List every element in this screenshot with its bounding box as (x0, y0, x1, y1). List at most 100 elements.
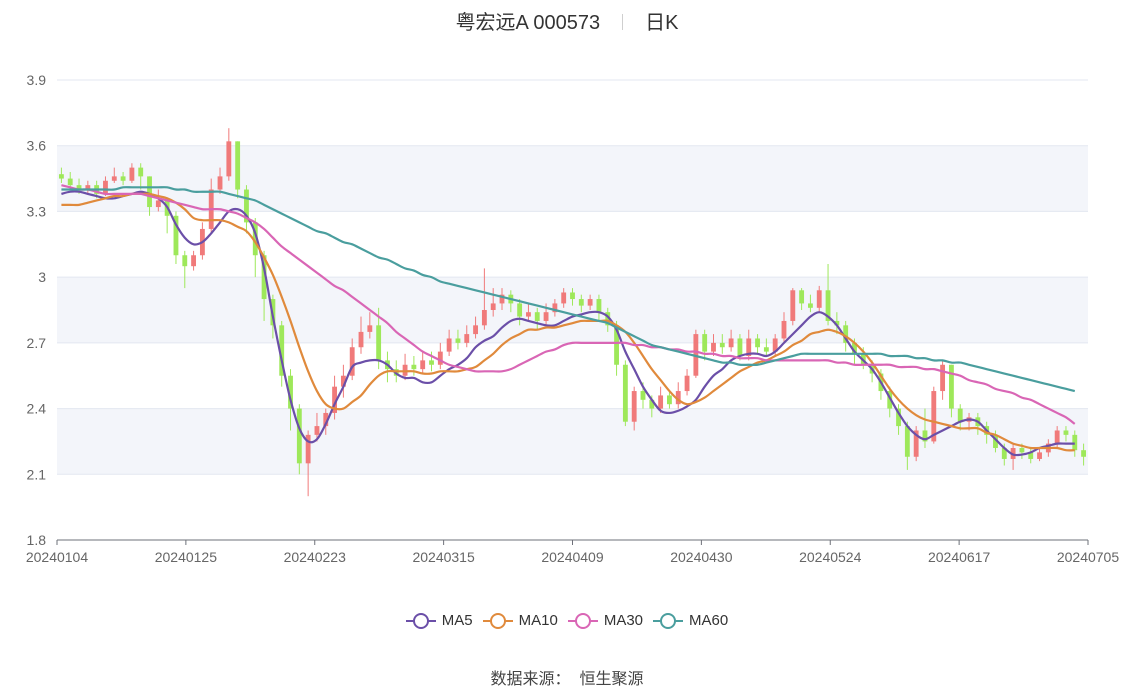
y-tick-label: 2.4 (27, 401, 47, 417)
candle-body (1001, 448, 1007, 459)
candle-body (825, 290, 831, 321)
x-tick-label: 20240705 (1057, 549, 1120, 565)
candle-body (570, 292, 575, 300)
candle-body (314, 426, 320, 435)
candle-body (473, 325, 478, 335)
x-tick-label: 20240409 (541, 549, 604, 565)
chart-period: 日K (645, 12, 679, 34)
title-separator (622, 14, 624, 30)
candle-body (464, 334, 470, 343)
candle-body (138, 167, 144, 177)
candle-body (411, 364, 417, 370)
legend-marker-icon (653, 612, 684, 629)
candle-body (622, 364, 628, 422)
candle-body (323, 412, 329, 427)
legend-marker-icon (405, 612, 436, 629)
data-source-label: 数据来源： (490, 671, 571, 688)
chart-title: 粤宏远A 000573 (455, 12, 601, 34)
candle-body (807, 303, 813, 308)
y-tick-label: 1.8 (27, 532, 47, 548)
legend-label: MA60 (689, 612, 729, 629)
candle-body (182, 255, 188, 267)
candle-body (103, 180, 108, 194)
candle-body (922, 430, 928, 442)
candle-body (455, 338, 461, 343)
ma-line-ma30 (61, 184, 1076, 425)
candle-body (596, 299, 602, 313)
candle-body (481, 310, 487, 326)
candle-body (993, 434, 998, 448)
x-tick-label: 20240223 (284, 549, 347, 565)
legend-marker-icon (567, 612, 598, 629)
y-tick-label: 3 (38, 269, 46, 285)
legend-label: MA10 (518, 612, 558, 629)
x-tick-label: 20240430 (670, 549, 733, 565)
candle-body (631, 391, 637, 422)
candle-body (728, 338, 734, 348)
candle-body (552, 303, 558, 313)
x-tick-label: 20240315 (412, 549, 475, 565)
candle-body (852, 342, 857, 354)
candle-body (129, 167, 135, 181)
data-source: 数据来源： 恒生聚源 (0, 665, 1134, 689)
candle-body (340, 375, 346, 387)
candle-body (1037, 452, 1042, 459)
candle-body (737, 338, 743, 356)
candle-body (605, 312, 611, 326)
candle-body (658, 395, 664, 409)
candle-body (499, 294, 505, 304)
x-tick-label: 20240104 (26, 549, 89, 565)
candle-body (490, 303, 496, 310)
candle-body (790, 290, 796, 321)
legend-item-ma5[interactable]: MA5 (405, 612, 473, 629)
candle-body (543, 312, 549, 321)
candle-body (772, 338, 778, 352)
legend-item-ma10[interactable]: MA10 (482, 612, 558, 629)
candle-body (667, 395, 672, 405)
candle-body (358, 331, 364, 348)
candle-body (173, 215, 179, 256)
legend-label: MA5 (441, 612, 473, 629)
legend-label: MA30 (603, 612, 644, 629)
chart-title-bar: 粤宏远A 000573 日K (0, 6, 1134, 35)
candle-body (279, 325, 285, 376)
candle-body (896, 408, 901, 427)
y-tick-label: 3.9 (27, 72, 47, 88)
x-tick-label: 20240524 (799, 549, 862, 565)
candle-body (1019, 448, 1025, 453)
candle-body (305, 434, 311, 464)
candle-body (904, 426, 910, 457)
candle-body (226, 141, 232, 177)
candle-body (948, 364, 954, 409)
candle-body (420, 360, 426, 370)
candle-body (781, 320, 787, 339)
y-tick-label: 2.7 (27, 335, 47, 351)
candle-body (578, 299, 584, 306)
candle-body (67, 178, 73, 186)
legend-item-ma60[interactable]: MA60 (653, 612, 728, 629)
candle-body (587, 299, 593, 306)
candle-body (702, 334, 708, 352)
candle-body (437, 351, 443, 365)
candle-body (1054, 430, 1060, 444)
candle-body (252, 222, 258, 256)
candle-body (614, 325, 619, 365)
candle-body (1063, 430, 1069, 435)
candle-body (675, 391, 681, 405)
candle-body (684, 375, 690, 392)
candle-body (120, 176, 126, 181)
candle-body (834, 320, 840, 326)
candle-body (332, 386, 338, 413)
candle-body (1081, 450, 1087, 457)
candle-body (931, 391, 937, 442)
candle-body (711, 342, 716, 352)
candle-body (429, 360, 434, 365)
chart-legend: MA5 MA10 MA30 MA60 (0, 612, 1134, 633)
candle-body (816, 290, 822, 308)
candle-body (763, 347, 769, 352)
legend-item-ma30[interactable]: MA30 (567, 612, 644, 629)
ma-line-ma60 (61, 186, 1076, 393)
candle-body (261, 255, 267, 300)
candle-body (719, 342, 725, 348)
candle-body (191, 255, 197, 267)
